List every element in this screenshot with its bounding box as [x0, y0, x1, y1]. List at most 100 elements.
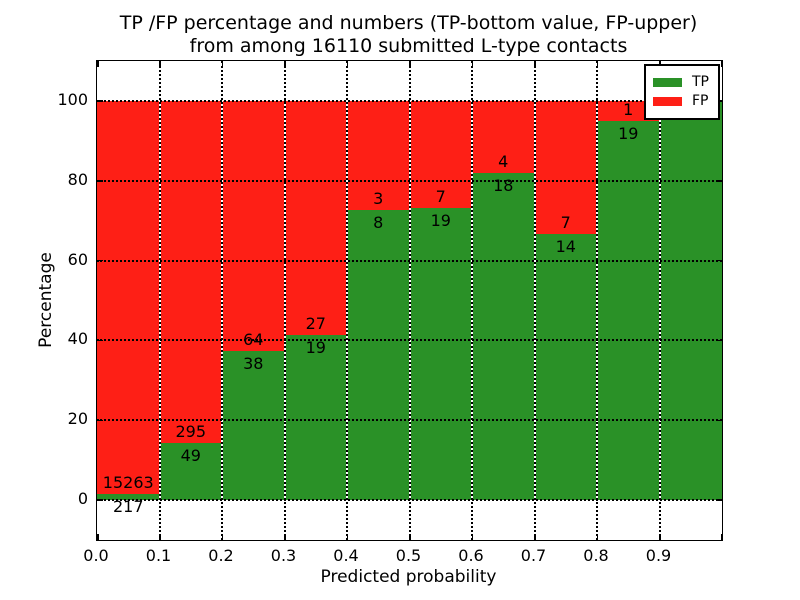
x-tick-mark: [596, 61, 598, 67]
x-tick-mark: [284, 534, 286, 540]
bar-fp-count: 27: [305, 314, 326, 334]
x-tick-label: 0.4: [333, 546, 359, 565]
x-tick-mark: [284, 61, 286, 67]
legend: TP FP: [644, 64, 720, 120]
x-tick-label: 0.3: [270, 546, 297, 565]
y-tick-mark: [97, 499, 103, 501]
y-tick-mark: [97, 419, 103, 421]
x-tick-mark: [346, 61, 348, 67]
legend-entry-tp: TP: [653, 74, 709, 91]
gridline-vertical: [408, 61, 411, 540]
legend-swatch-tp: [653, 78, 682, 87]
gridline-horizontal: [97, 339, 722, 342]
x-tick-mark: [534, 61, 536, 67]
x-tick-label: 0.8: [583, 546, 609, 565]
y-tick-label: 0: [77, 489, 88, 509]
y-tick-mark: [716, 419, 722, 421]
x-tick-mark: [409, 61, 411, 67]
gridline-horizontal: [97, 499, 722, 502]
x-tick-mark: [97, 534, 99, 540]
y-tick-mark: [97, 339, 103, 342]
x-tick-label: 0.0: [83, 546, 109, 565]
gridline-vertical: [533, 61, 536, 540]
x-axis-label: Predicted probability: [320, 567, 497, 587]
bar-tp-count: 38: [243, 354, 264, 374]
bar-fp-count: 7: [435, 187, 446, 207]
y-tick-label: 60: [67, 249, 88, 269]
y-tick-mark: [716, 259, 722, 262]
x-tick-mark: [596, 534, 598, 540]
x-tick-mark: [534, 534, 536, 540]
bar-fp: [597, 100, 660, 121]
x-tick-mark: [471, 61, 473, 67]
bar-tp: [347, 209, 410, 501]
x-tick-mark: [159, 61, 161, 67]
bar-tp-count: 49: [180, 446, 201, 466]
bar-tp: [597, 120, 660, 501]
x-tick-label: 0.7: [520, 546, 547, 565]
bar-fp: [409, 100, 472, 209]
bar-tp-count: 8: [373, 212, 384, 232]
x-tick-label: 0.5: [395, 546, 422, 565]
bar-tp: [409, 208, 472, 501]
bar-fp: [159, 100, 222, 444]
gridline-vertical: [158, 61, 161, 540]
y-tick-label: 40: [67, 329, 88, 349]
bar-fp-count: 1: [623, 99, 634, 119]
bar-tp: [472, 173, 535, 501]
y-tick-mark: [716, 180, 722, 182]
bar-fp-count: 15263: [102, 473, 154, 493]
bar-fp: [222, 100, 285, 352]
bar-fp: [472, 100, 535, 174]
bar-tp-count: 217: [112, 497, 144, 517]
gridline-vertical: [283, 61, 286, 540]
y-tick-label: 100: [57, 89, 88, 109]
bar-fp: [534, 100, 597, 234]
x-tick-mark: [221, 61, 223, 67]
x-tick-mark: [471, 534, 473, 540]
bar-tp: [284, 335, 347, 501]
gridline-vertical: [596, 61, 598, 540]
x-tick-label: 0.6: [458, 546, 484, 565]
y-tick-mark: [716, 339, 722, 342]
bar-tp-count: 19: [430, 211, 451, 231]
x-tick-label: 0.9: [645, 546, 672, 565]
bar-tp: [659, 100, 722, 501]
gridline-horizontal: [97, 179, 722, 182]
bar-fp-count: 3: [373, 188, 384, 208]
legend-swatch-fp: [653, 97, 682, 106]
x-tick-mark: [159, 534, 161, 540]
bar-fp: [347, 100, 410, 210]
y-tick-mark: [97, 100, 103, 102]
x-tick-mark: [659, 534, 661, 540]
bar-fp-count: 64: [243, 330, 264, 350]
x-tick-mark: [346, 534, 348, 540]
gridline-horizontal: [97, 419, 722, 422]
x-tick-mark: [221, 534, 223, 540]
y-tick-mark: [97, 180, 103, 182]
gridline-horizontal: [97, 259, 722, 262]
bar-fp-count: 295: [175, 422, 207, 442]
chart-title: TP /FP percentage and numbers (TP-bottom…: [96, 12, 721, 58]
bar-tp: [159, 443, 222, 501]
chart-title-line1: TP /FP percentage and numbers (TP-bottom…: [119, 12, 698, 34]
bar-tp: [222, 351, 285, 501]
x-tick-label: 0.2: [208, 546, 234, 565]
bar-fp: [97, 100, 160, 495]
bar-fp-count: 4: [498, 152, 509, 172]
gridline-vertical: [658, 61, 661, 540]
chart-title-line2: from among 16110 submitted L-type contac…: [189, 35, 628, 57]
bar-tp-count: 18: [493, 176, 514, 196]
y-tick-label: 20: [67, 409, 88, 429]
plot-area: 1526321729549643827193871941871411938: [96, 60, 723, 541]
y-tick-label: 80: [67, 169, 88, 189]
gridline-horizontal: [97, 99, 722, 102]
gridline-vertical: [221, 61, 223, 540]
bar-tp: [534, 233, 597, 501]
bar-tp: [97, 494, 160, 501]
legend-label: FP: [692, 93, 709, 109]
gridline-vertical: [346, 61, 348, 540]
bar-fp-count: 7: [560, 212, 571, 232]
x-tick-mark: [409, 534, 411, 540]
